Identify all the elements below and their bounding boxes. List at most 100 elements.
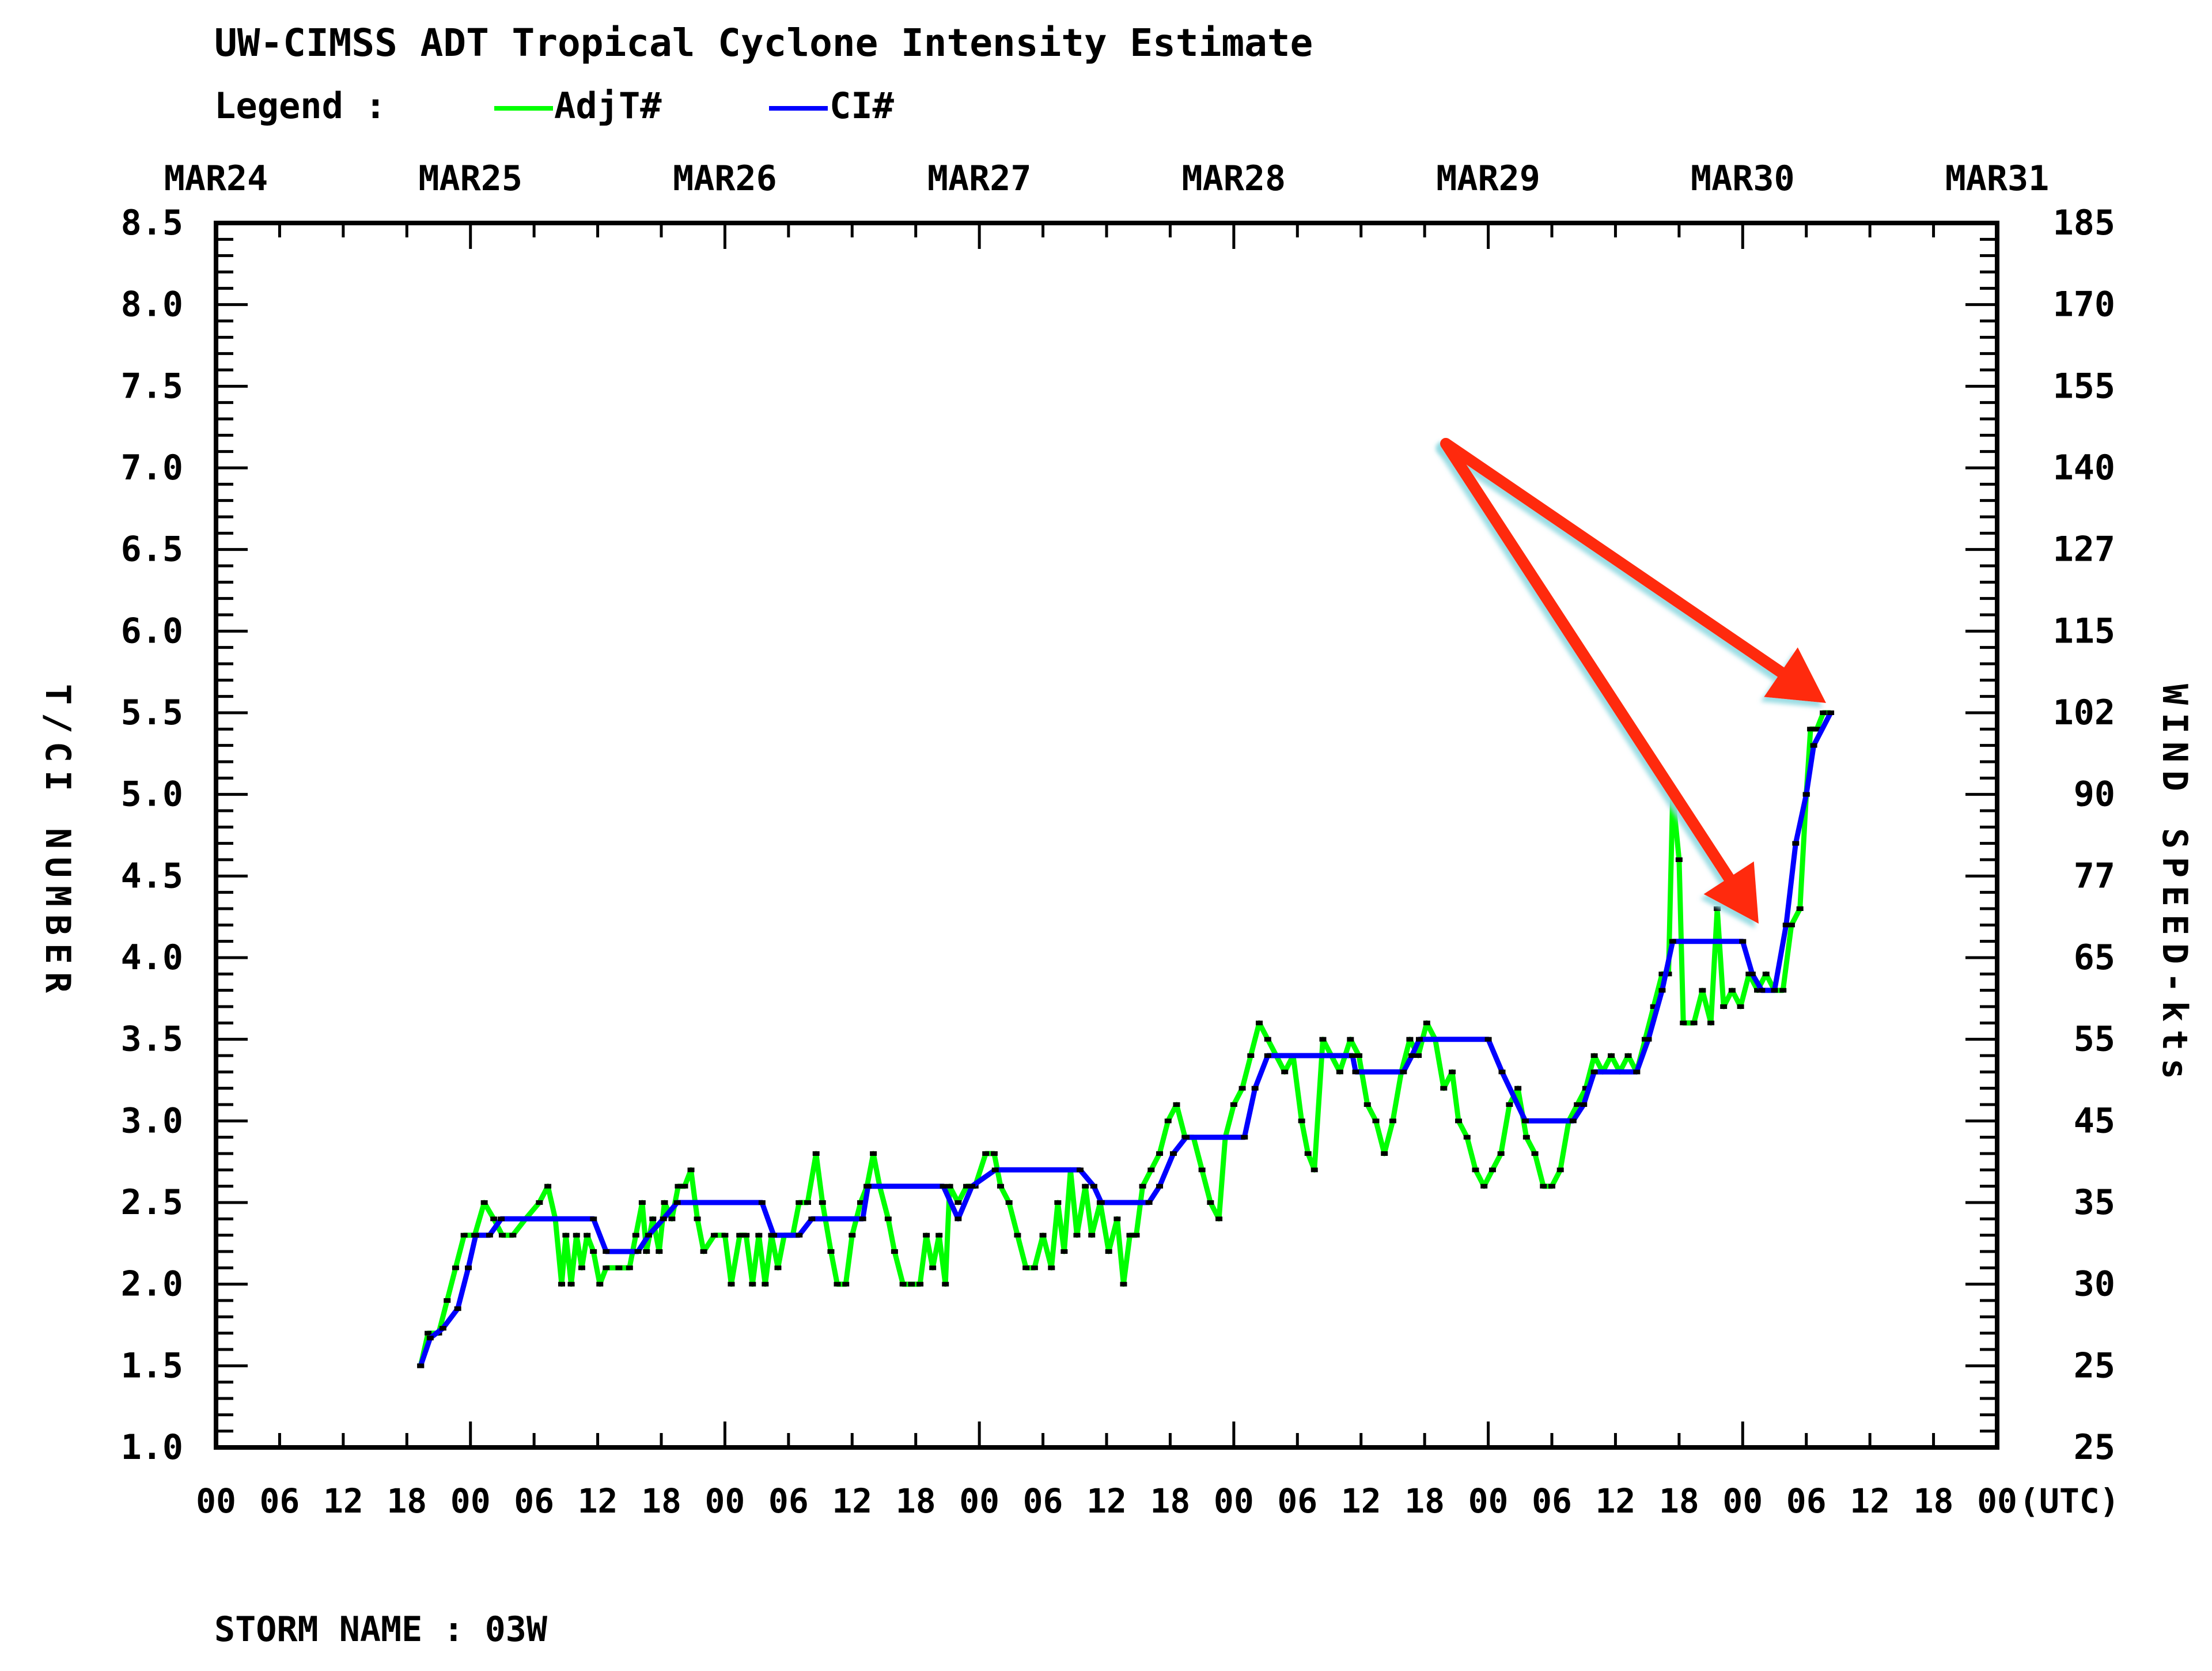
y-tick-label-left: 6.0 — [121, 611, 183, 651]
annotation-arrow — [1440, 438, 1826, 703]
plot-frame — [214, 221, 1999, 1450]
x-tick-label: 18 — [896, 1481, 936, 1521]
x-tick-label: 12 — [323, 1481, 363, 1521]
svg-text:I: I — [37, 770, 78, 791]
date-label: MAR30 — [1691, 158, 1795, 199]
x-tick-label: 12 — [1850, 1481, 1890, 1521]
date-label: MAR25 — [418, 158, 522, 199]
x-tick-label: 06 — [1023, 1481, 1063, 1521]
y-tick-label-right: 115 — [2053, 611, 2115, 651]
x-tick-label: 00 — [1214, 1481, 1254, 1521]
storm-name: STORM NAME : 03W — [214, 1609, 548, 1650]
y-tick-label-right: 140 — [2053, 448, 2115, 488]
svg-text:t: t — [2154, 1030, 2195, 1050]
date-label: MAR27 — [927, 158, 1032, 199]
legend-item-ci: CI# — [830, 85, 895, 127]
annotation-arrows — [1440, 438, 1826, 924]
y-tick-label-right: 25 — [2074, 1345, 2115, 1386]
svg-text:N: N — [37, 828, 78, 849]
y-tick-label-right: 102 — [2053, 693, 2115, 733]
svg-text:W: W — [2154, 684, 2195, 705]
x-tick-label: 18 — [641, 1481, 681, 1521]
x-tick-label: 00 — [450, 1481, 491, 1521]
x-tick-label: 12 — [1341, 1481, 1381, 1521]
series-layer — [417, 710, 1835, 1368]
svg-text:D: D — [2154, 770, 2195, 791]
x-tick-label: 00 — [1468, 1481, 1509, 1521]
y-tick-label-right: 45 — [2074, 1101, 2115, 1141]
date-label: MAR26 — [673, 158, 777, 199]
svg-text:P: P — [2154, 857, 2195, 878]
y-tick-label-left: 3.5 — [121, 1019, 183, 1060]
y-tick-label-right: 127 — [2053, 530, 2115, 570]
y-tick-label-right: 77 — [2074, 856, 2115, 896]
x-tick-label: 12 — [832, 1481, 872, 1521]
x-tick-label: 06 — [514, 1481, 554, 1521]
x-tick-label: 18 — [387, 1481, 427, 1521]
y-tick-label-left: 2.0 — [121, 1264, 183, 1305]
svg-text:s: s — [2154, 1058, 2195, 1079]
svg-text:U: U — [37, 857, 78, 878]
y-axis-right-ticks: 185 170 155 140 127 115 102 90 77 65 55 45 35 30 25 25 — [2053, 203, 2115, 1468]
svg-text:-: - — [2154, 972, 2195, 993]
x-tick-label: 18 — [1150, 1481, 1191, 1521]
y-tick-label-left: 5.0 — [121, 774, 183, 815]
y-tick-label-left: 1.5 — [121, 1345, 183, 1386]
x-tick-label: 12 — [578, 1481, 618, 1521]
svg-text:T: T — [37, 684, 78, 705]
svg-text:/: / — [37, 713, 78, 734]
svg-text:C: C — [37, 742, 78, 762]
chart-title: UW-CIMSS ADT Tropical Cyclone Intensity … — [214, 21, 1313, 65]
x-axis-unit: (UTC) — [2019, 1481, 2120, 1521]
x-tick-label: 12 — [1596, 1481, 1636, 1521]
y-tick-label-left: 7.0 — [121, 448, 183, 488]
x-axis-hour-labels: 00 06 12 18 00 06 12 18 00 06 12 18 00 06 12 18 00 06 12 18… — [196, 1481, 2120, 1521]
svg-text:I: I — [2154, 713, 2195, 734]
svg-text:M: M — [37, 886, 78, 906]
annotation-arrow — [1440, 438, 1759, 924]
x-tick-label: 06 — [1277, 1481, 1317, 1521]
date-label: MAR24 — [164, 158, 268, 199]
date-label: MAR29 — [1436, 158, 1540, 199]
date-axis-labels: MAR24 MAR25 MAR26 MAR27 MAR28 MAR29 MAR30 MAR31 — [164, 158, 2050, 199]
svg-text:N: N — [2154, 742, 2195, 762]
date-label: MAR31 — [1945, 158, 2050, 199]
x-tick-label: 18 — [1914, 1481, 1954, 1521]
x-tick-label: 18 — [1659, 1481, 1699, 1521]
x-tick-label: 06 — [768, 1481, 809, 1521]
y-tick-label-right: 65 — [2074, 937, 2115, 978]
date-label: MAR28 — [1182, 158, 1286, 199]
y-tick-label-left: 5.5 — [121, 693, 183, 733]
svg-text:E: E — [2154, 886, 2195, 906]
legend: Legend : AdjT# CI# — [214, 85, 895, 127]
svg-text:R: R — [37, 972, 78, 993]
x-tick-label: 12 — [1086, 1481, 1127, 1521]
y-tick-label-right: 90 — [2074, 774, 2115, 815]
y-axis-left-ticks: 8.5 8.0 7.5 7.0 6.5 6.0 5.5 5.0 4.5 4.0 3.5 3.0 2.5 2… — [121, 203, 183, 1468]
y-tick-label-left: 4.0 — [121, 937, 183, 978]
y-tick-label-left: 4.5 — [121, 856, 183, 896]
x-tick-label: 06 — [260, 1481, 300, 1521]
x-tick-label: 00 — [959, 1481, 999, 1521]
legend-label: Legend : — [214, 85, 387, 127]
svg-text:k: k — [2154, 1001, 2195, 1022]
svg-text:E: E — [37, 943, 78, 964]
y-tick-label-right: 55 — [2074, 1019, 2115, 1060]
y-tick-label-left: 7.5 — [121, 366, 183, 406]
legend-item-adjt: AdjT# — [554, 85, 662, 127]
x-tick-label: 00 — [1977, 1481, 2017, 1521]
x-tick-label: 06 — [1786, 1481, 1827, 1521]
y-tick-label-left: 3.0 — [121, 1101, 183, 1141]
y-tick-label-left: 2.5 — [121, 1182, 183, 1223]
y-tick-label-right: 185 — [2053, 203, 2115, 243]
svg-text:B: B — [37, 914, 78, 935]
svg-text:D: D — [2154, 943, 2195, 964]
y-tick-label-left: 8.0 — [121, 285, 183, 325]
x-tick-label: 18 — [1404, 1481, 1445, 1521]
y-tick-label-right: 25 — [2074, 1427, 2115, 1468]
x-tick-label: 00 — [705, 1481, 745, 1521]
x-tick-label: 00 — [196, 1481, 236, 1521]
svg-text:E: E — [2154, 914, 2195, 935]
